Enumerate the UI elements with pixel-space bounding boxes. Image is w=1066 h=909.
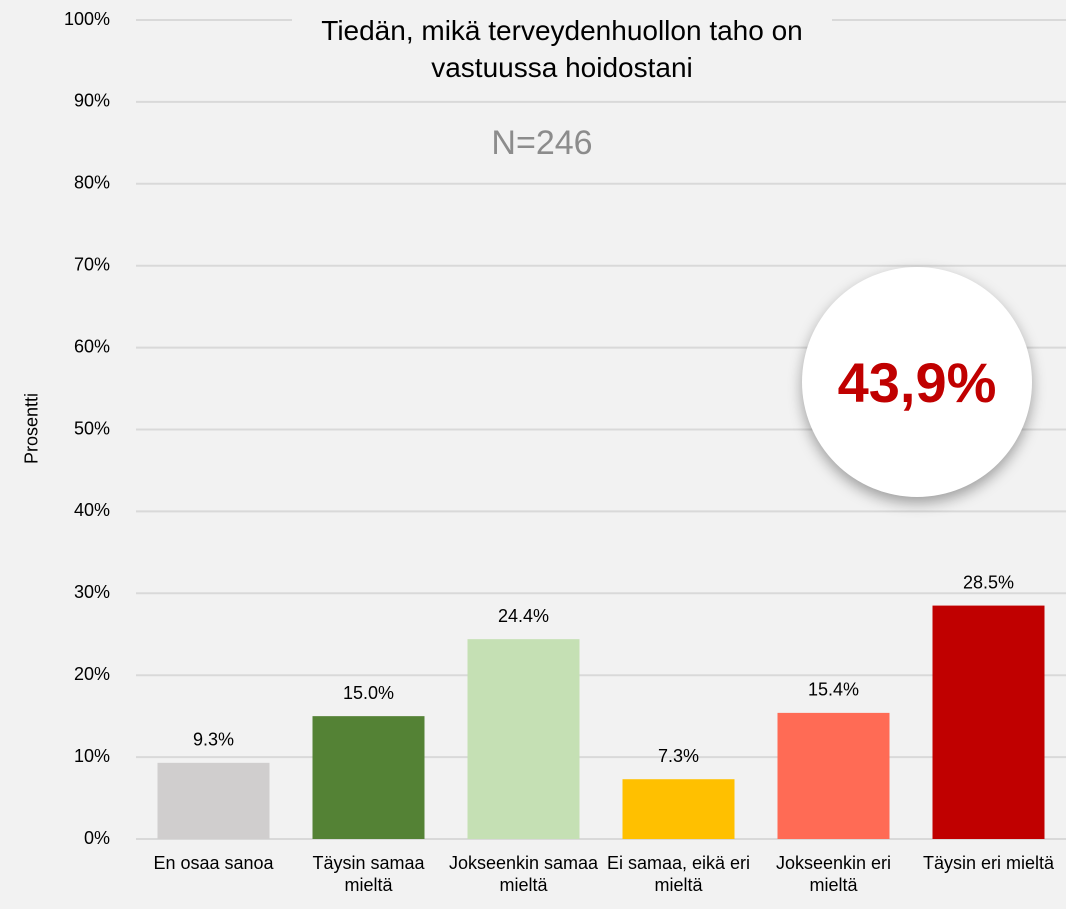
y-tick-label: 10%: [74, 746, 110, 766]
data-label: 9.3%: [193, 730, 234, 750]
bar: [622, 779, 735, 839]
y-tick-label: 40%: [74, 500, 110, 520]
y-tick-label: 80%: [74, 173, 110, 193]
y-tick-label: 20%: [74, 664, 110, 684]
data-label: 24.4%: [498, 606, 549, 626]
x-tick-label: Täysin eri mieltä: [922, 853, 1055, 873]
x-tick-label: Jokseenkin eri mieltä: [775, 853, 892, 895]
data-label: 7.3%: [658, 746, 699, 766]
y-tick-label: 100%: [64, 9, 110, 29]
y-tick-label: 50%: [74, 418, 110, 438]
y-tick-label: 70%: [74, 254, 110, 274]
x-tick-label: Ei samaa, eikä eri mieltä: [606, 853, 751, 895]
chart-subtitle: N=246: [491, 124, 593, 162]
bar: [312, 716, 425, 839]
annotation: 43,9%: [802, 267, 1032, 497]
y-tick-label: 60%: [74, 336, 110, 356]
bar: [467, 639, 580, 839]
data-label: 15.4%: [808, 680, 859, 700]
y-tick-label: 90%: [74, 91, 110, 111]
y-tick-label: 30%: [74, 582, 110, 602]
x-tick-label: Jokseenkin samaa mieltä: [448, 853, 599, 895]
data-label: 28.5%: [963, 572, 1014, 592]
bar: [157, 762, 270, 839]
y-axis-label: Prosentti: [21, 392, 42, 465]
data-label: 15.0%: [343, 683, 394, 703]
bar: [932, 605, 1045, 839]
bar: [777, 712, 890, 839]
x-tick-label: Täysin samaa mieltä: [312, 853, 425, 895]
y-tick-label: 0%: [84, 828, 110, 848]
x-tick-label: En osaa sanoa: [153, 853, 274, 873]
chart-title: Tiedän, mikä terveydenhuollon taho on va…: [292, 12, 832, 86]
